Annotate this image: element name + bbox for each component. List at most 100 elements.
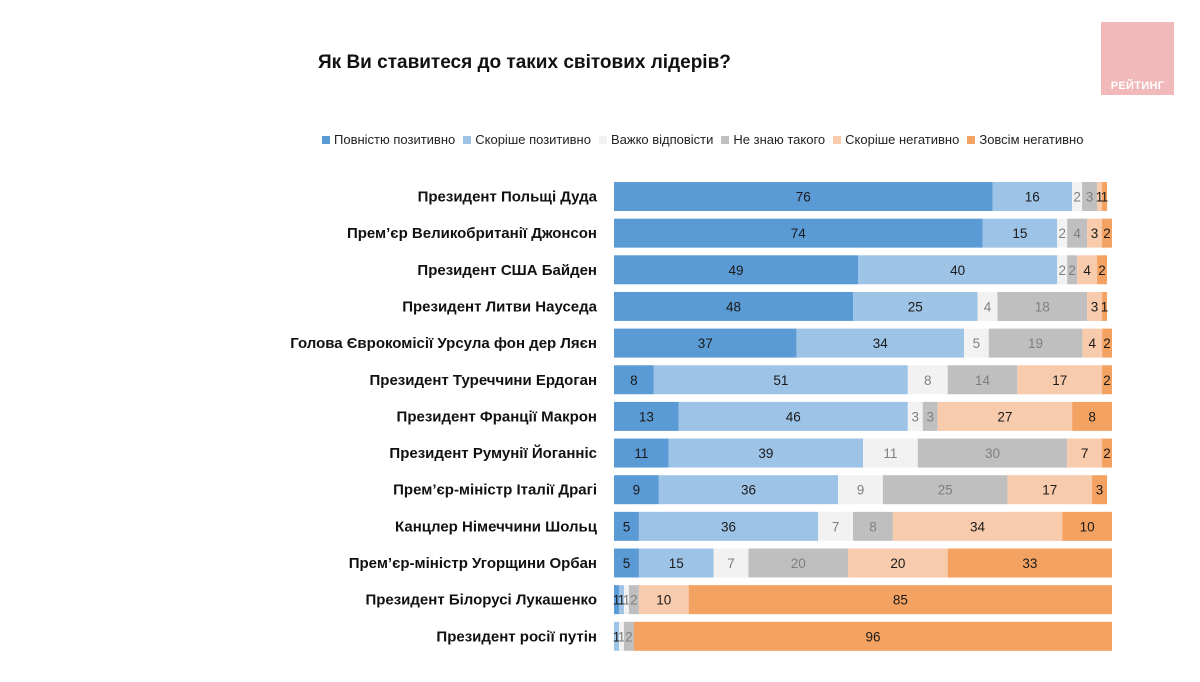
category-label: Президент США Байден: [417, 262, 597, 279]
bar-segment: [653, 365, 908, 395]
bar-segment: [922, 401, 938, 431]
data-label: 4: [1089, 336, 1097, 351]
data-label: 15: [669, 556, 684, 571]
legend-item: Скоріше позитивно: [463, 132, 591, 147]
bar-segment: [748, 548, 849, 578]
bar-segment: [628, 585, 639, 615]
logo-text: РЕЙТИНГ: [1110, 80, 1165, 92]
category-label: Голова Єврокомісії Урсула фон дер Ляєн: [290, 335, 597, 352]
data-label: 76: [796, 190, 811, 205]
bar-segment: [1067, 438, 1103, 468]
category-label: Президент Франції Макрон: [397, 408, 597, 425]
legend-item: Не знаю такого: [721, 132, 825, 147]
bar-segment: [1102, 182, 1108, 211]
bar-segment: [1017, 365, 1103, 395]
data-label: 20: [890, 556, 905, 571]
bar-segment: [668, 438, 863, 468]
data-label: 14: [975, 373, 991, 388]
bar-segment: [614, 255, 859, 285]
legend-label: Зовсім негативно: [979, 132, 1084, 147]
bar-segment: [1057, 255, 1068, 285]
category-label: Президент Білорусі Лукашенко: [365, 592, 597, 609]
data-label: 2: [625, 629, 633, 644]
bar-segment: [1102, 218, 1112, 248]
data-label: 2: [1103, 373, 1111, 388]
data-label: 1: [618, 593, 626, 608]
chart-title: Як Ви ставитеся до таких світових лідері…: [318, 52, 731, 73]
bar-segment: [633, 621, 1112, 651]
data-label: 3: [926, 409, 934, 424]
bar-segment: [1067, 218, 1088, 248]
bar-segment: [917, 438, 1068, 468]
data-label: 39: [758, 446, 773, 461]
bar-segment: [1087, 291, 1103, 321]
bar-segment: [618, 585, 624, 615]
data-label: 27: [997, 409, 1012, 424]
data-label: 11: [883, 446, 897, 461]
data-label: 96: [865, 629, 880, 644]
bar-segment: [1097, 182, 1103, 211]
bar-segment: [638, 548, 714, 578]
data-label: 1: [1096, 190, 1104, 205]
bar-segment: [853, 511, 893, 541]
bar-segment: [1067, 255, 1078, 285]
bar-segment: [614, 548, 639, 578]
data-label: 49: [728, 263, 743, 278]
legend-label: Скоріше позитивно: [475, 132, 591, 147]
bar-segment: [977, 291, 998, 321]
data-label: 5: [623, 556, 631, 571]
bar-segment: [1102, 291, 1108, 321]
data-label: 9: [857, 483, 865, 498]
data-label: 5: [973, 336, 981, 351]
data-label: 17: [1052, 373, 1067, 388]
bar-segment: [997, 291, 1088, 321]
data-label: 2: [1073, 190, 1081, 205]
category-label: Президент росії путін: [436, 628, 597, 645]
data-label: 30: [985, 446, 1000, 461]
bar-segment: [614, 328, 797, 358]
data-label: 16: [1025, 190, 1040, 205]
bar-segment: [614, 585, 619, 615]
data-label: 36: [721, 519, 736, 534]
data-label: 46: [786, 409, 801, 424]
data-label: 10: [1080, 519, 1095, 534]
data-label: 33: [1022, 556, 1037, 571]
data-label: 3: [1086, 190, 1094, 205]
bar-segment: [937, 401, 1073, 431]
data-label: 13: [639, 409, 654, 424]
data-label: 7: [727, 556, 735, 571]
bar-segment: [678, 401, 908, 431]
data-label: 1: [623, 593, 631, 608]
bar-segment: [713, 548, 749, 578]
legend-label: Повністю позитивно: [334, 132, 456, 147]
bar-segment: [623, 621, 634, 651]
data-label: 2: [1098, 263, 1106, 278]
data-label: 7: [1081, 446, 1089, 461]
bar-segment: [982, 218, 1058, 248]
rating-logo: РЕЙТИНГ: [1101, 22, 1174, 95]
legend-label: Скоріше негативно: [845, 132, 960, 147]
bar-segment: [1082, 328, 1103, 358]
bar-segment: [838, 475, 883, 505]
bar-segment: [818, 511, 854, 541]
data-label: 37: [698, 336, 713, 351]
data-label: 15: [1012, 226, 1027, 241]
data-label: 20: [791, 556, 806, 571]
bar-segment: [614, 401, 679, 431]
legend-item: Важко відповісти: [598, 132, 713, 147]
data-label: 1: [1101, 190, 1109, 205]
bar-segment: [1072, 182, 1083, 211]
bar-segment: [882, 475, 1008, 505]
bar-segment: [1057, 218, 1068, 248]
data-label: 25: [908, 299, 923, 314]
bar-segment: [1077, 255, 1098, 285]
data-label: 1: [1101, 299, 1109, 314]
data-label: 8: [630, 373, 638, 388]
data-label: 5: [623, 519, 631, 534]
bar-segment: [964, 328, 989, 358]
data-label: 34: [873, 336, 889, 351]
data-label: 2: [1103, 336, 1111, 351]
bar-segment: [614, 621, 619, 651]
bar-segment: [658, 475, 839, 505]
